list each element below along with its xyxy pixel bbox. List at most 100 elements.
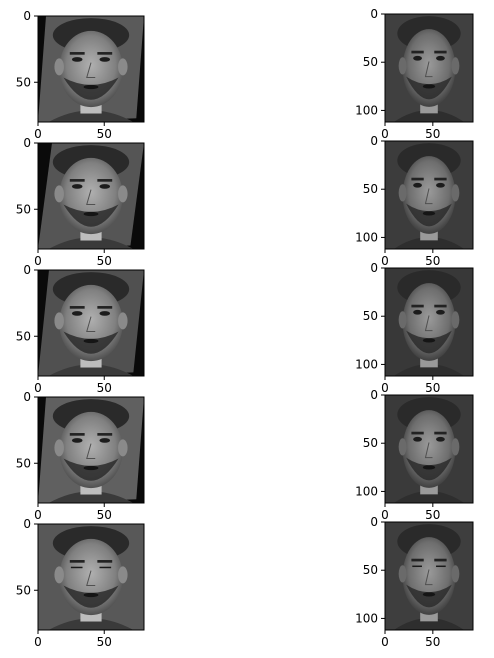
- ear: [451, 57, 460, 75]
- x-tick-label: 0: [381, 254, 389, 268]
- eyebrow: [434, 177, 447, 181]
- eyebrow: [69, 433, 85, 436]
- rotation-wedge: [136, 397, 144, 503]
- eyebrow: [411, 304, 424, 308]
- ear: [118, 566, 128, 584]
- face-image: [38, 16, 144, 122]
- nose: [86, 189, 96, 205]
- y-tick-label: 0: [370, 515, 378, 529]
- mouth: [83, 211, 99, 217]
- y-tick-label: 50: [16, 329, 31, 343]
- y-tick-label: 0: [23, 136, 31, 150]
- y-tick-label: 100: [355, 484, 378, 498]
- x-tick-label: 0: [381, 508, 389, 522]
- ear: [54, 312, 64, 330]
- y-tick-label: 0: [23, 390, 31, 404]
- x-tick-label: 0: [381, 381, 389, 395]
- y-tick-label: 0: [23, 517, 31, 531]
- nose: [86, 443, 96, 459]
- y-tick-label: 100: [355, 611, 378, 625]
- eyebrow: [97, 560, 113, 563]
- rotation-wedge: [38, 270, 49, 376]
- eye: [413, 309, 422, 315]
- nose: [424, 569, 433, 586]
- y-tick-label: 50: [363, 309, 378, 323]
- eyebrow: [97, 306, 113, 309]
- face-image: [38, 270, 144, 376]
- nose: [424, 61, 433, 78]
- ear: [451, 311, 460, 329]
- y-tick-label: 0: [370, 388, 378, 402]
- axes-frame: [37, 15, 145, 123]
- subplot-r1-c2: 0 50 0 50 100: [355, 7, 474, 141]
- eyebrow: [411, 558, 424, 562]
- axes-frame: [384, 394, 474, 504]
- y-tick-label: 50: [363, 182, 378, 196]
- eyebrow: [69, 179, 85, 182]
- shoulders: [393, 364, 465, 376]
- eyebrow: [434, 50, 447, 54]
- face-image: [385, 14, 473, 122]
- ear: [118, 58, 128, 76]
- axes-frame: [384, 13, 474, 123]
- face-image: [385, 141, 473, 249]
- nose: [424, 442, 433, 459]
- x-tick-label: 50: [425, 127, 440, 141]
- y-tick-label: 50: [363, 55, 378, 69]
- eye: [413, 182, 422, 188]
- x-tick-label: 50: [97, 635, 112, 649]
- ear: [398, 438, 407, 456]
- ear: [398, 311, 407, 329]
- shoulders: [393, 237, 465, 249]
- shoulders: [48, 618, 134, 630]
- face-image: [385, 395, 473, 503]
- mouth: [83, 84, 99, 90]
- axes-frame: [384, 521, 474, 631]
- nose: [86, 62, 96, 78]
- face-image: [38, 524, 144, 630]
- mouth: [422, 465, 436, 470]
- axes-frame: [37, 523, 145, 631]
- y-tick-label: 50: [16, 583, 31, 597]
- subplot-r5-c1: 0 50 0 50: [16, 517, 145, 649]
- ear: [54, 58, 64, 76]
- subplot-r4-c1: 0 50 0 50: [16, 390, 145, 522]
- subplot-r3-c2: 0 50 0 50 100: [355, 261, 474, 395]
- x-tick-label: 0: [381, 635, 389, 649]
- x-tick-label: 50: [97, 127, 112, 141]
- ear: [54, 566, 64, 584]
- ear: [451, 184, 460, 202]
- x-tick-label: 50: [425, 381, 440, 395]
- mouth: [83, 338, 99, 344]
- rotation-wedge: [133, 270, 144, 376]
- eye: [71, 57, 83, 62]
- nose: [86, 570, 96, 586]
- mouth: [83, 592, 99, 598]
- y-tick-label: 50: [16, 456, 31, 470]
- face-image: [38, 143, 144, 249]
- shoulders: [48, 364, 134, 376]
- eye: [71, 438, 83, 443]
- y-tick-label: 0: [23, 9, 31, 23]
- eyebrow: [97, 52, 113, 55]
- x-tick-label: 0: [34, 381, 42, 395]
- x-tick-label: 50: [425, 635, 440, 649]
- x-tick-label: 0: [34, 254, 42, 268]
- y-tick-label: 0: [370, 261, 378, 275]
- subplot-r2-c1: 0 50 0 50: [16, 136, 145, 268]
- eye: [71, 311, 83, 316]
- subplot-r3-c1: 0 50 0 50: [16, 263, 145, 395]
- eye: [436, 182, 445, 188]
- mouth: [422, 211, 436, 216]
- eye: [413, 55, 422, 61]
- rotation-wedge: [38, 397, 46, 503]
- eyebrow: [411, 50, 424, 54]
- subplot-r2-c2: 0 50 0 50 100: [355, 134, 474, 268]
- face-image: [385, 268, 473, 376]
- y-tick-label: 100: [355, 103, 378, 117]
- shoulders: [393, 618, 465, 630]
- eye: [99, 311, 111, 316]
- y-tick-label: 50: [16, 75, 31, 89]
- mouth: [422, 338, 436, 343]
